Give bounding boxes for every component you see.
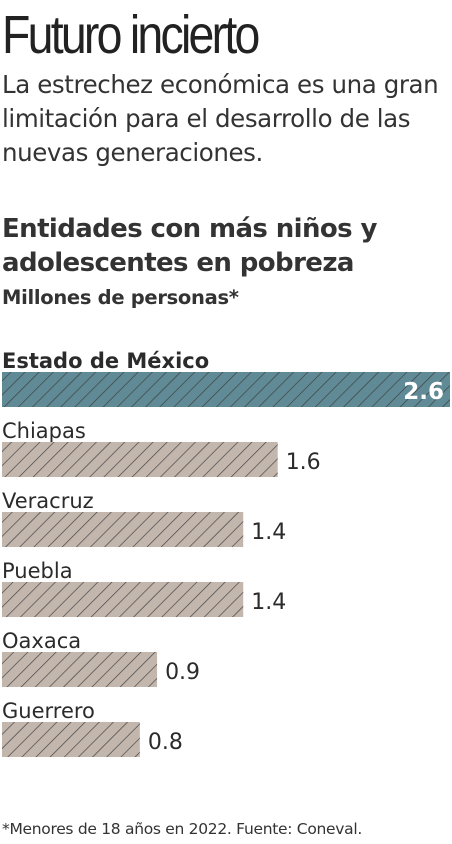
value-label: 1.6 [286, 450, 321, 475]
category-label: Estado de México [2, 349, 209, 373]
bar-hatch [2, 512, 244, 547]
bar-hatch [2, 652, 158, 687]
value-label: 0.8 [148, 730, 183, 755]
value-label: 1.4 [251, 520, 286, 545]
dek: La estrechez económica es una gran limit… [2, 70, 439, 167]
bar-hatch [2, 582, 244, 617]
headline: Futuro incierto [2, 5, 260, 65]
bar-chart: Estado de México 2.6 Chiapas 1.6 Veracruz 1.4… [2, 349, 450, 757]
bar-hatch [2, 372, 450, 407]
chart-subtitle: Millones de personas* [2, 286, 239, 309]
category-label: Oaxaca [2, 629, 81, 653]
category-label: Puebla [2, 559, 73, 583]
bars-group: Estado de México 2.6 Chiapas 1.6 Veracruz 1.4… [2, 349, 450, 757]
category-label: Guerrero [2, 699, 95, 723]
value-label: 1.4 [251, 590, 286, 615]
footnote: *Menores de 18 años en 2022. Fuente: Con… [2, 820, 362, 838]
value-label: 2.6 [403, 379, 444, 405]
category-label: Chiapas [2, 419, 86, 443]
bar-hatch [2, 442, 278, 477]
bar-hatch [2, 722, 140, 757]
value-label: 0.9 [165, 660, 200, 685]
category-label: Veracruz [2, 489, 94, 513]
chart-title: Entidades con más niños y adolescentes e… [2, 214, 377, 278]
